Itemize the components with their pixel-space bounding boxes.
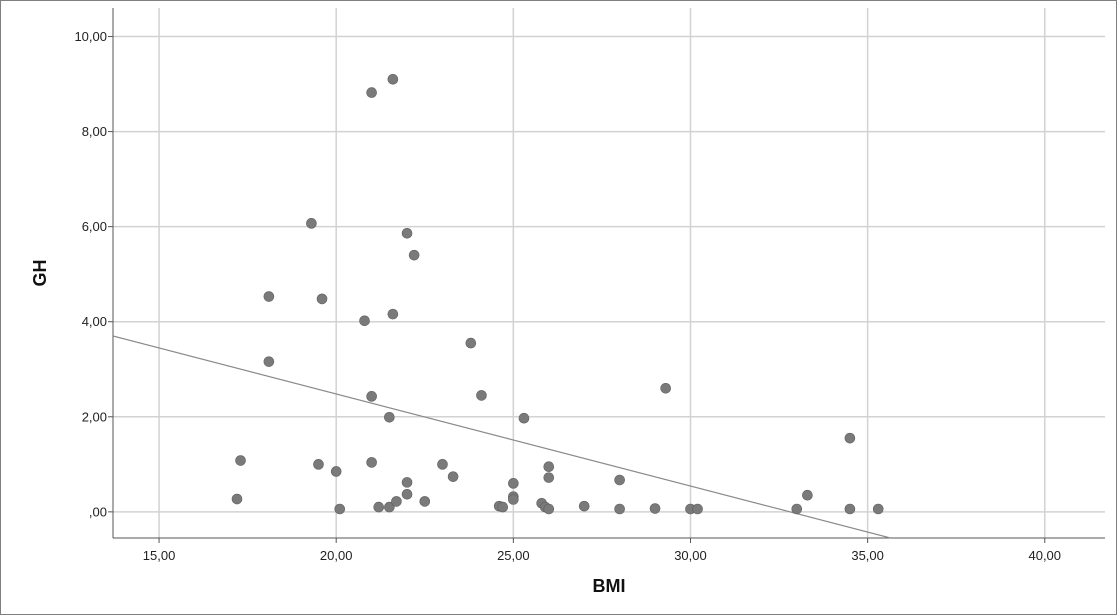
x-tick-label: 40,00 — [1028, 548, 1061, 563]
x-axis-title: BMI — [593, 576, 626, 596]
y-tick-label: 6,00 — [82, 219, 107, 234]
scatter-point — [465, 337, 477, 349]
scatter-point — [391, 496, 402, 507]
y-tick-label: 10,00 — [74, 29, 107, 44]
scatter-point — [844, 503, 856, 515]
scatter-point — [791, 503, 803, 515]
scatter-point — [263, 356, 275, 367]
y-tick-label: 4,00 — [82, 314, 107, 329]
scatter-point — [543, 461, 555, 472]
scatter-point — [508, 494, 519, 505]
scatter-point — [366, 391, 377, 402]
scatter-point — [437, 459, 448, 470]
scatter-point — [660, 382, 671, 394]
scatter-point — [384, 501, 395, 513]
scatter-point — [263, 291, 275, 302]
scatter-point — [692, 503, 703, 515]
x-tick-label: 25,00 — [497, 548, 530, 563]
scatter-point — [387, 74, 399, 85]
y-tick-label: 8,00 — [82, 124, 107, 139]
scatter-point — [387, 308, 399, 320]
scatter-point — [508, 478, 519, 489]
scatter-point — [543, 503, 555, 515]
x-tick-label: 35,00 — [851, 548, 884, 563]
y-tick-label: 2,00 — [82, 409, 107, 424]
scatter-point — [313, 459, 324, 470]
grid-lines — [113, 8, 1105, 538]
scatter-point — [373, 501, 385, 513]
scatter-point — [334, 503, 346, 515]
scatter-point — [401, 228, 413, 239]
scatter-point — [401, 477, 413, 488]
scatter-point — [447, 471, 459, 482]
scatter-point — [649, 503, 661, 514]
x-tick-label: 15,00 — [143, 548, 176, 563]
scatter-point — [518, 412, 530, 424]
scatter-point — [330, 466, 342, 477]
data-points — [231, 74, 884, 515]
y-axis-title: GH — [30, 260, 50, 287]
scatter-point — [401, 488, 413, 500]
scatter-point — [384, 411, 395, 423]
scatter-point — [359, 315, 370, 327]
scatter-point — [408, 249, 420, 261]
scatter-point — [366, 87, 377, 98]
scatter-point — [614, 503, 625, 515]
tick-marks — [108, 36, 1046, 543]
y-tick-labels: ,00 2,00 4,00 6,00 8,00 10,00 — [74, 29, 107, 519]
x-tick-label: 20,00 — [320, 548, 353, 563]
scatter-point — [419, 496, 431, 507]
scatter-point — [614, 474, 625, 486]
scatter-point — [497, 501, 509, 513]
scatter-point — [543, 472, 555, 483]
scatter-point — [235, 455, 246, 466]
scatter-point — [316, 293, 328, 305]
scatter-point — [306, 218, 317, 229]
y-tick-label: ,00 — [89, 504, 107, 519]
scatter-point — [872, 503, 884, 515]
scatter-point — [476, 390, 487, 401]
x-tick-label: 30,00 — [674, 548, 707, 563]
scatter-point — [844, 432, 856, 444]
scatter-point — [578, 500, 590, 512]
fit-line — [112, 335, 891, 539]
scatter-point — [231, 493, 243, 505]
scatter-point — [802, 489, 813, 501]
scatter-point — [366, 457, 377, 468]
x-tick-labels: 15,00 20,00 25,00 30,00 35,00 40,00 — [143, 548, 1061, 563]
